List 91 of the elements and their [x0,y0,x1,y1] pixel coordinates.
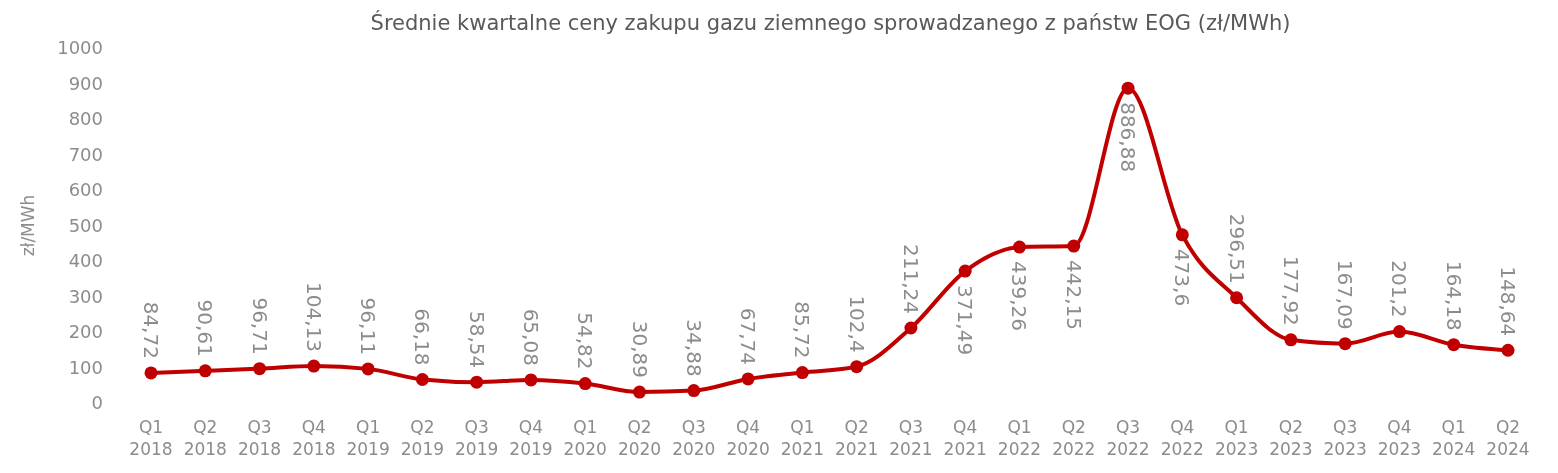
data-label: 473,6 [1170,248,1195,307]
data-label: 211,24 [898,244,923,315]
point [361,362,375,376]
y-tick-label: 1000 [57,37,103,59]
point [415,373,429,387]
point [1175,228,1189,242]
point [1067,239,1081,253]
point [524,373,538,387]
point [633,385,647,399]
x-tick-label: Q4 2019 [509,417,553,459]
x-tick-label: Q4 2023 [1377,417,1422,459]
data-label: 164,18 [1441,260,1466,331]
point [253,362,267,376]
data-label: 85,72 [790,301,815,359]
x-tick-label: Q2 2019 [400,417,445,459]
y-tick-label: 300 [68,285,103,307]
x-tick-label: Q3 2021 [889,417,933,459]
point [958,264,972,278]
chart-title: Średnie kwartalne ceny zakupu gazu ziemnego sprowadzanego z państw EOG (zł/MWh) [370,10,1291,35]
y-tick-label: 700 [68,143,103,165]
point [1392,325,1406,339]
x-tick-label: Q1 2024 [1432,417,1476,459]
data-label: 201,2 [1387,260,1412,318]
y-tick-label: 100 [68,356,103,378]
data-label: 442,15 [1061,260,1086,331]
point [198,364,212,378]
point [1230,291,1244,305]
data-label: 102,4 [844,295,869,353]
point [850,360,864,374]
x-tick-label: Q3 2018 [237,417,282,459]
x-tick-label: Q1 2022 [997,417,1042,459]
data-label: 296,51 [1224,213,1249,284]
x-tick-label: Q2 2023 [1269,417,1313,459]
point [1121,81,1135,95]
y-tick-label: 500 [68,214,103,236]
data-label: 96,71 [247,297,272,355]
point [904,321,918,335]
point [1012,240,1026,254]
y-tick-label: 0 [91,392,103,414]
y-tick-label: 400 [68,250,103,272]
point [1447,338,1461,352]
point [578,377,592,391]
data-label: 67,74 [736,307,761,365]
x-tick-label: Q3 2019 [455,417,499,459]
point [1284,333,1298,347]
x-tick-label: Q3 2020 [672,417,716,459]
point [307,359,321,373]
point [687,384,701,398]
data-label: 371,49 [953,285,978,356]
y-axis-title: zł/MWh [18,194,38,257]
point [1338,337,1352,351]
y-tick-label: 800 [68,108,103,130]
x-tick-label: Q1 2021 [780,417,824,459]
x-tick-label: Q1 2020 [563,417,607,459]
x-tick-label: Q3 2022 [1106,417,1150,459]
x-tick-label: Q1 2023 [1214,417,1259,459]
data-label: 30,89 [627,320,652,379]
x-tick-label: Q1 2019 [346,417,390,459]
point [795,366,809,380]
x-tick-label: Q2 2021 [835,417,879,459]
x-tick-label: Q2 2022 [1052,417,1096,459]
data-label: 439,26 [1007,261,1032,332]
data-label: 177,92 [1278,255,1303,326]
data-label: 58,54 [464,310,489,369]
x-tick-label: Q2 2020 [617,417,662,459]
point [144,366,158,380]
data-label: 148,64 [1496,266,1520,337]
x-tick-label: Q4 2022 [1160,417,1204,459]
data-label: 104,13 [301,282,326,353]
data-label: 96,11 [356,297,381,355]
point [470,375,484,389]
data-label: 54,82 [573,312,598,370]
data-label: 886,88 [1116,102,1141,173]
x-tick-label: Q2 2024 [1486,417,1530,459]
y-tick-label: 200 [68,321,103,343]
x-tick-label: Q1 2018 [129,417,173,459]
point [741,372,755,386]
y-tick-label: 600 [68,179,103,201]
data-label: 84,72 [139,301,163,359]
x-tick-label: Q4 2020 [726,417,770,459]
data-label: 90,61 [193,299,218,357]
x-tick-label: Q4 2021 [943,417,987,459]
x-tick-label: Q2 2018 [183,417,227,459]
data-label: 66,18 [410,308,435,366]
x-tick-label: Q3 2023 [1323,417,1367,459]
y-tick-label: 900 [68,72,103,94]
point [1501,343,1515,357]
data-label: 34,88 [681,319,706,377]
x-tick-label: Q4 2018 [292,417,336,459]
data-label: 65,08 [518,308,543,366]
data-label: 167,09 [1333,259,1358,330]
